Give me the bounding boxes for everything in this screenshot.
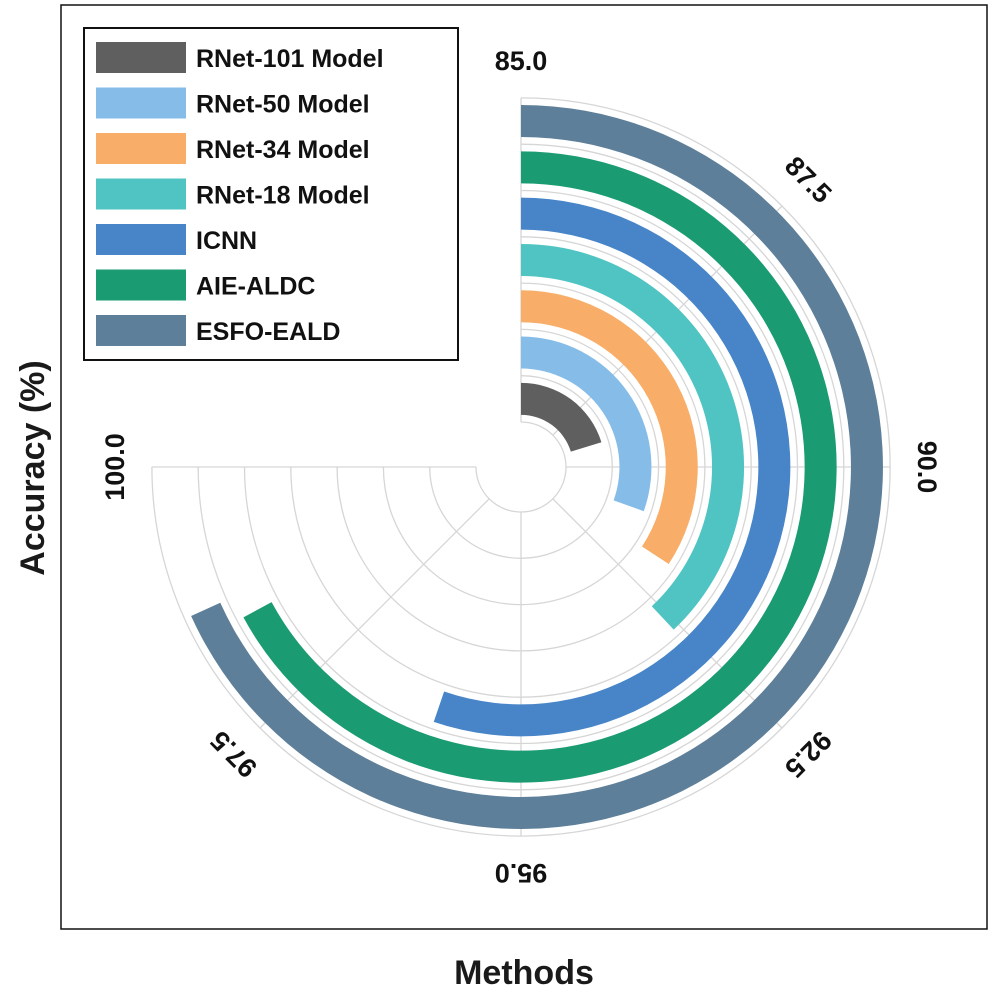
legend-swatch — [96, 269, 186, 301]
legend-swatch — [96, 87, 186, 119]
legend-label: RNet-34 Model — [196, 136, 370, 164]
legend: RNet-101 Model RNet-50 Model RNet-34 Model… — [83, 27, 459, 361]
bar-rnet-101-model — [521, 382, 602, 452]
bar-rnet-50-model — [521, 336, 652, 512]
y-axis-title: Accuracy (%) — [14, 360, 52, 575]
tick-label: 90.0 — [912, 441, 942, 494]
legend-label: ESFO-EALD — [196, 318, 340, 346]
tick-label: 95.0 — [495, 858, 548, 888]
tick-label: 85.0 — [495, 46, 548, 76]
tick-label: 100.0 — [100, 433, 130, 501]
bar-rnet-34-model — [521, 290, 698, 565]
legend-label: RNet-101 Model — [196, 45, 384, 73]
legend-label: ICNN — [196, 227, 257, 255]
legend-swatch — [96, 315, 186, 346]
legend-label: RNet-18 Model — [196, 182, 370, 210]
legend-swatch — [96, 42, 186, 73]
legend-swatch — [96, 178, 186, 210]
legend-swatch — [96, 133, 186, 164]
legend-label: AIE-ALDC — [196, 273, 315, 301]
legend-swatch — [96, 224, 186, 255]
legend-label: RNet-50 Model — [196, 91, 370, 119]
x-axis-title: Methods — [454, 954, 594, 992]
bar-rnet-18-model — [521, 243, 745, 630]
radial-bars — [191, 105, 883, 829]
